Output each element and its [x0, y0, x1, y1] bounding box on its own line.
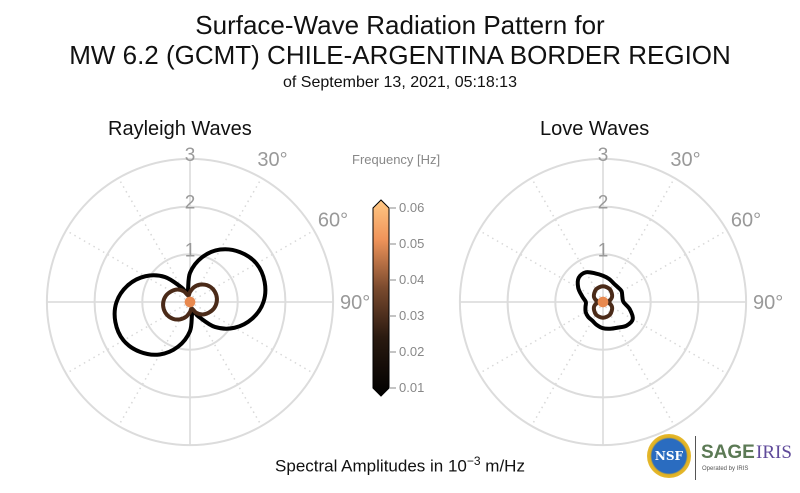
range-ring	[45, 157, 335, 447]
pattern-curve-0.05	[597, 296, 609, 308]
radial-gridline	[65, 301, 191, 375]
radial-gridline	[189, 229, 315, 303]
title-line-2: MW 6.2 (GCMT) CHILE-ARGENTINA BORDER REG…	[69, 40, 731, 70]
sage-text: SAGE	[701, 442, 755, 463]
radial-gridline	[602, 177, 676, 303]
title-line-1: Surface-Wave Radiation Pattern for	[195, 10, 605, 40]
pattern-curve-0.02	[161, 282, 219, 322]
title-line-3: of September 13, 2021, 05:18:13	[283, 74, 517, 91]
radial-gridline	[530, 301, 604, 427]
radial-gridline	[65, 229, 191, 303]
love-title: Love Waves	[540, 118, 650, 140]
xlabel-suffix: m/Hz	[480, 456, 525, 476]
colorbar	[372, 199, 390, 397]
colorbar-label: Frequency [Hz]	[352, 152, 441, 167]
xlabel-exponent: −3	[466, 454, 481, 468]
radial-gridline	[478, 229, 604, 303]
r-tick-label: 2	[185, 193, 196, 214]
logo-divider	[695, 436, 696, 480]
theta-tick-label: 60°	[731, 209, 761, 231]
r-tick-label: 1	[598, 240, 609, 261]
nsf-seal-icon: NSF	[647, 434, 691, 478]
r-tick-label: 3	[185, 145, 196, 166]
pattern-curve-0.02	[591, 284, 615, 320]
pattern-curve-0.01	[575, 270, 635, 331]
radial-gridline	[189, 301, 263, 427]
colorbar-tick-label: 0.05	[399, 236, 425, 251]
iris-text: IRIS	[756, 442, 792, 463]
range-ring	[506, 205, 700, 399]
colorbar-tick-label: 0.01	[399, 380, 425, 395]
radial-gridline	[117, 301, 191, 427]
x-axis-label: Spectral Amplitudes in 10−3 m/Hz	[0, 454, 800, 477]
nsf-sage-iris-logo: NSF SAGE IRIS Operated by IRIS	[645, 432, 792, 484]
theta-tick-label: 60°	[318, 209, 348, 231]
theta-tick-label: 30°	[257, 149, 287, 171]
range-ring	[554, 253, 652, 351]
range-ring	[141, 253, 239, 351]
rayleigh-title: Rayleigh Waves	[108, 118, 252, 140]
radial-gridline	[189, 301, 315, 375]
range-ring	[93, 205, 287, 399]
pattern-curve-0.01	[112, 247, 268, 357]
pattern-curve-0.05	[184, 296, 196, 308]
radial-gridline	[530, 177, 604, 303]
radial-gridline	[117, 177, 191, 303]
radial-gridline	[602, 301, 676, 427]
range-ring	[458, 157, 748, 447]
colorbar-tick-label: 0.04	[399, 272, 425, 287]
theta-tick-label: 90°	[340, 292, 370, 314]
xlabel-prefix: Spectral Amplitudes in 10	[275, 456, 467, 476]
theta-tick-label: 90°	[753, 292, 783, 314]
radial-gridline	[602, 229, 728, 303]
r-tick-label: 2	[598, 193, 609, 214]
polar-plot-1: 1 2 3 30° 60° 90°	[458, 145, 783, 447]
radial-gridline	[602, 301, 728, 375]
r-tick-label: 1	[185, 240, 196, 261]
colorbar-tick-label: 0.06	[399, 200, 425, 215]
colorbar-tick-label: 0.03	[399, 308, 425, 323]
polar-plot-0: 1 2 3 30° 60° 90°	[45, 145, 370, 447]
r-tick-label: 3	[598, 145, 609, 166]
colorbar-tick-label: 0.02	[399, 344, 425, 359]
theta-tick-label: 30°	[670, 149, 700, 171]
radial-gridline	[189, 177, 263, 303]
operated-by-text: Operated by IRIS	[702, 466, 749, 472]
radial-gridline	[478, 301, 604, 375]
